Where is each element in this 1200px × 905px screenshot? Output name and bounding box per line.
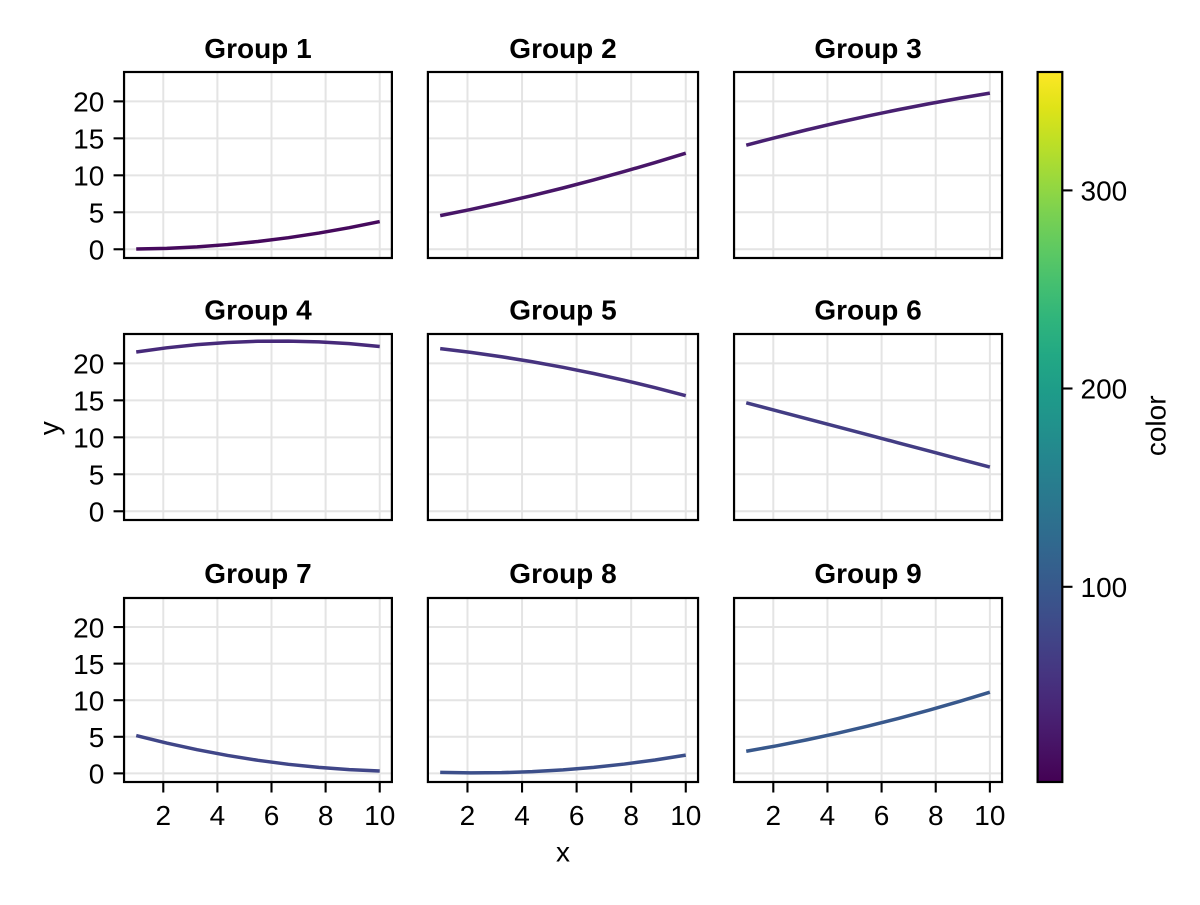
svg-text:color: color [1141, 395, 1172, 456]
svg-text:0: 0 [89, 234, 105, 265]
svg-text:0: 0 [89, 496, 105, 527]
svg-text:8: 8 [623, 800, 639, 831]
svg-text:0: 0 [89, 759, 105, 790]
svg-text:6: 6 [874, 800, 890, 831]
svg-text:10: 10 [73, 685, 104, 716]
svg-text:Group 6: Group 6 [814, 295, 921, 326]
svg-text:y: y [34, 421, 65, 435]
svg-text:Group 3: Group 3 [814, 33, 921, 64]
svg-text:15: 15 [73, 386, 104, 417]
svg-text:Group 2: Group 2 [509, 33, 616, 64]
svg-text:2: 2 [155, 800, 171, 831]
svg-text:20: 20 [73, 349, 104, 380]
svg-text:200: 200 [1081, 374, 1128, 405]
svg-text:5: 5 [89, 722, 105, 753]
svg-text:4: 4 [210, 800, 226, 831]
svg-text:Group 4: Group 4 [204, 295, 312, 326]
svg-text:15: 15 [73, 649, 104, 680]
svg-text:4: 4 [820, 800, 836, 831]
svg-text:6: 6 [569, 800, 585, 831]
svg-text:5: 5 [89, 198, 105, 229]
svg-text:6: 6 [264, 800, 280, 831]
svg-text:15: 15 [73, 124, 104, 155]
svg-text:10: 10 [364, 800, 395, 831]
svg-text:300: 300 [1081, 176, 1128, 207]
svg-text:8: 8 [318, 800, 334, 831]
svg-text:20: 20 [73, 87, 104, 118]
svg-text:x: x [556, 837, 570, 868]
svg-text:Group 7: Group 7 [204, 558, 311, 589]
svg-text:5: 5 [89, 459, 105, 490]
svg-text:10: 10 [974, 800, 1005, 831]
svg-text:10: 10 [670, 800, 701, 831]
svg-text:2: 2 [766, 800, 782, 831]
svg-text:10: 10 [73, 423, 104, 454]
svg-text:Group 8: Group 8 [509, 558, 616, 589]
svg-text:20: 20 [73, 612, 104, 643]
svg-text:4: 4 [514, 800, 530, 831]
svg-text:Group 9: Group 9 [814, 558, 921, 589]
svg-text:8: 8 [928, 800, 944, 831]
svg-text:10: 10 [73, 161, 104, 192]
svg-text:Group 1: Group 1 [204, 33, 311, 64]
svg-text:100: 100 [1081, 572, 1128, 603]
svg-text:Group 5: Group 5 [509, 295, 616, 326]
svg-text:2: 2 [460, 800, 476, 831]
